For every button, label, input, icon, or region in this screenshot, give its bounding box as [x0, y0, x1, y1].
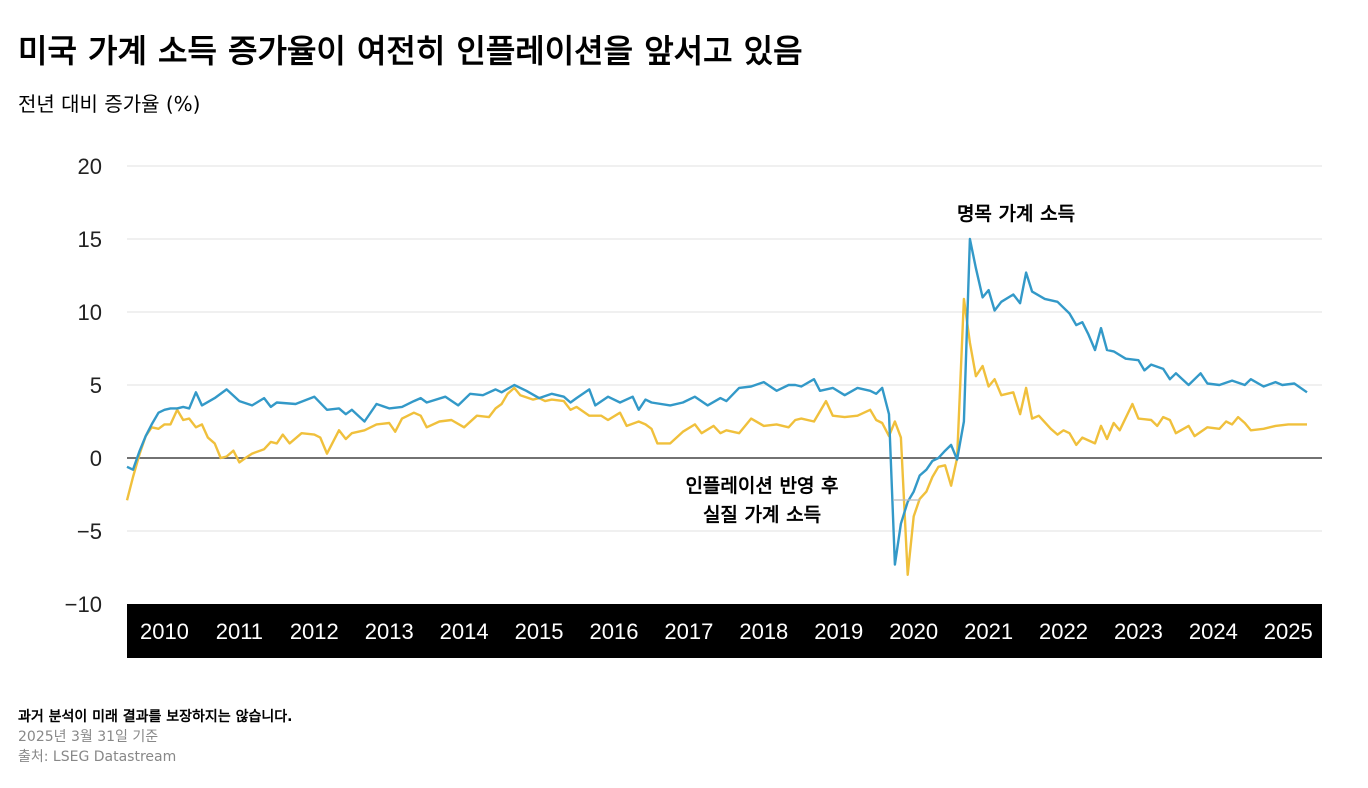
y-tick-label: 0 [90, 446, 102, 471]
y-tick-label: 15 [78, 227, 102, 252]
y-tick-label: −5 [77, 519, 102, 544]
x-tick-label: 2020 [889, 619, 938, 644]
x-tick-label: 2023 [1114, 619, 1163, 644]
y-tick-label: −10 [65, 592, 102, 617]
x-axis-band-bg [127, 604, 1322, 658]
x-tick-label: 2022 [1039, 619, 1088, 644]
x-tick-label: 2015 [515, 619, 564, 644]
disclaimer-note: 과거 분석이 미래 결과를 보장하지는 않습니다. [18, 709, 293, 725]
x-tick-label: 2013 [365, 619, 414, 644]
series-nominal-income [126, 237, 1308, 566]
x-tick-label: 2011 [216, 619, 263, 644]
x-tick-label: 2016 [590, 619, 639, 644]
x-tick-label: 2014 [440, 619, 489, 644]
grid-layer [127, 165, 1322, 532]
y-axis-ticks: 20 15 10 5 0 −5 −10 [65, 154, 102, 617]
page-title: 미국 가계 소득 증가율이 여전히 인플레이션을 앞서고 있음 [18, 32, 803, 70]
x-tick-label: 2017 [664, 619, 713, 644]
page-subtitle: 전년 대비 증가율 (%) [18, 92, 201, 116]
x-tick-label: 2018 [739, 619, 788, 644]
x-tick-label: 2019 [814, 619, 863, 644]
series-layer [125, 237, 1308, 576]
x-tick-label: 2012 [290, 619, 339, 644]
source-credit: 출처: LSEG Datastream [18, 749, 177, 765]
annotation-real: 인플레이션 반영 후 [685, 475, 838, 497]
x-tick-label: 2025 [1264, 619, 1313, 644]
annotation-real: 실질 가계 소득 [703, 504, 821, 526]
x-tick-label: 2021 [964, 619, 1013, 644]
annotation-nominal: 명목 가계 소득 [957, 203, 1075, 225]
x-axis-band: 2010 2011 2012 2013 2014 2015 2016 2017 2018 2019… [127, 604, 1322, 658]
as-of-date: 2025년 3월 31일 기준 [18, 729, 159, 745]
y-tick-label: 20 [78, 154, 102, 179]
x-tick-label: 2024 [1189, 619, 1238, 644]
series-real-income [125, 297, 1307, 576]
y-tick-label: 5 [90, 373, 102, 398]
x-tick-label: 2010 [140, 619, 189, 644]
y-tick-label: 10 [78, 300, 102, 325]
